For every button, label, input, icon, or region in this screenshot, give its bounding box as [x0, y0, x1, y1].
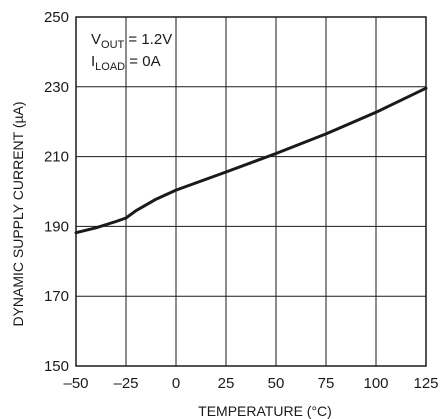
x-axis-label: TEMPERATURE (°C) [198, 403, 332, 419]
x-tick-label: –25 [113, 375, 138, 392]
y-tick-label: 230 [44, 79, 69, 96]
x-tick-label: 75 [318, 375, 335, 392]
y-tick-label: 170 [44, 288, 69, 305]
annotation-iload: ILOAD = 0A [91, 53, 161, 73]
annotation: VOUT = 1.2V ILOAD = 0A [91, 31, 172, 73]
y-axis-label: DYNAMIC SUPPLY CURRENT (µA) [10, 101, 26, 326]
plot-frame [75, 16, 427, 367]
x-tick-label: 100 [363, 375, 388, 392]
y-tick-label: 150 [44, 358, 69, 375]
x-tick-label: 125 [413, 375, 438, 392]
y-tick-label: 250 [44, 9, 69, 26]
y-tick-label: 190 [44, 218, 69, 235]
annotation-vout: VOUT = 1.2V [91, 31, 172, 51]
y-tick-label: 210 [44, 149, 69, 166]
x-tick-label: 25 [218, 375, 235, 392]
x-tick-label: 0 [172, 375, 180, 392]
tick-labels: –50 –25 0 25 50 75 100 125 150 170 190 210 230 250 [44, 9, 439, 392]
x-tick-label: –50 [63, 375, 88, 392]
series-line [74, 86, 428, 235]
x-tick-label: 50 [268, 375, 285, 392]
